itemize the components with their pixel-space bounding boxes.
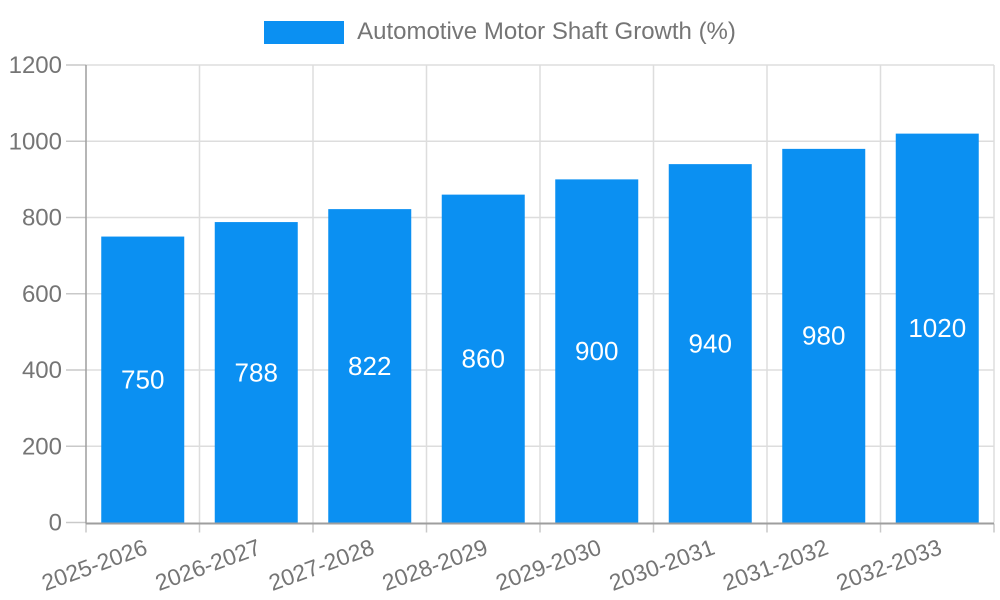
- bar[interactable]: [782, 148, 866, 523]
- bar-value-label: 750: [121, 365, 164, 395]
- bar[interactable]: [214, 222, 298, 523]
- x-tick-label: 2029-2030: [492, 534, 604, 596]
- bar[interactable]: [328, 209, 412, 523]
- bar[interactable]: [441, 194, 525, 523]
- x-tick-label: 2031-2032: [719, 534, 831, 596]
- x-tick-label: 2027-2028: [265, 534, 377, 596]
- legend[interactable]: Automotive Motor Shaft Growth (%): [0, 18, 1000, 46]
- x-tick-label: 2028-2029: [379, 534, 491, 596]
- bar-value-label: 900: [575, 336, 618, 366]
- y-tick-label: 200: [22, 433, 62, 460]
- bar[interactable]: [101, 236, 185, 523]
- legend-label: Automotive Motor Shaft Growth (%): [357, 18, 736, 45]
- y-tick-label: 600: [22, 281, 62, 308]
- x-tick-label: 2032-2033: [833, 534, 945, 596]
- bar-value-label: 788: [235, 357, 278, 387]
- bar-value-label: 822: [348, 351, 391, 381]
- bar-value-label: 980: [802, 321, 845, 351]
- bar[interactable]: [555, 179, 639, 523]
- bar-value-label: 940: [689, 328, 732, 358]
- x-tick-label: 2030-2031: [606, 534, 718, 596]
- y-tick-label: 1200: [9, 52, 62, 79]
- y-tick-label: 0: [49, 510, 62, 537]
- bar[interactable]: [668, 164, 752, 523]
- y-tick-label: 1000: [9, 128, 62, 155]
- y-tick-label: 800: [22, 205, 62, 232]
- bar-value-label: 1020: [908, 313, 966, 343]
- y-tick-label: 400: [22, 357, 62, 384]
- legend-swatch: [264, 20, 345, 44]
- x-tick-label: 2025-2026: [38, 534, 150, 596]
- x-tick-label: 2026-2027: [152, 534, 264, 596]
- bar[interactable]: [895, 133, 979, 523]
- bar-value-label: 860: [462, 344, 505, 374]
